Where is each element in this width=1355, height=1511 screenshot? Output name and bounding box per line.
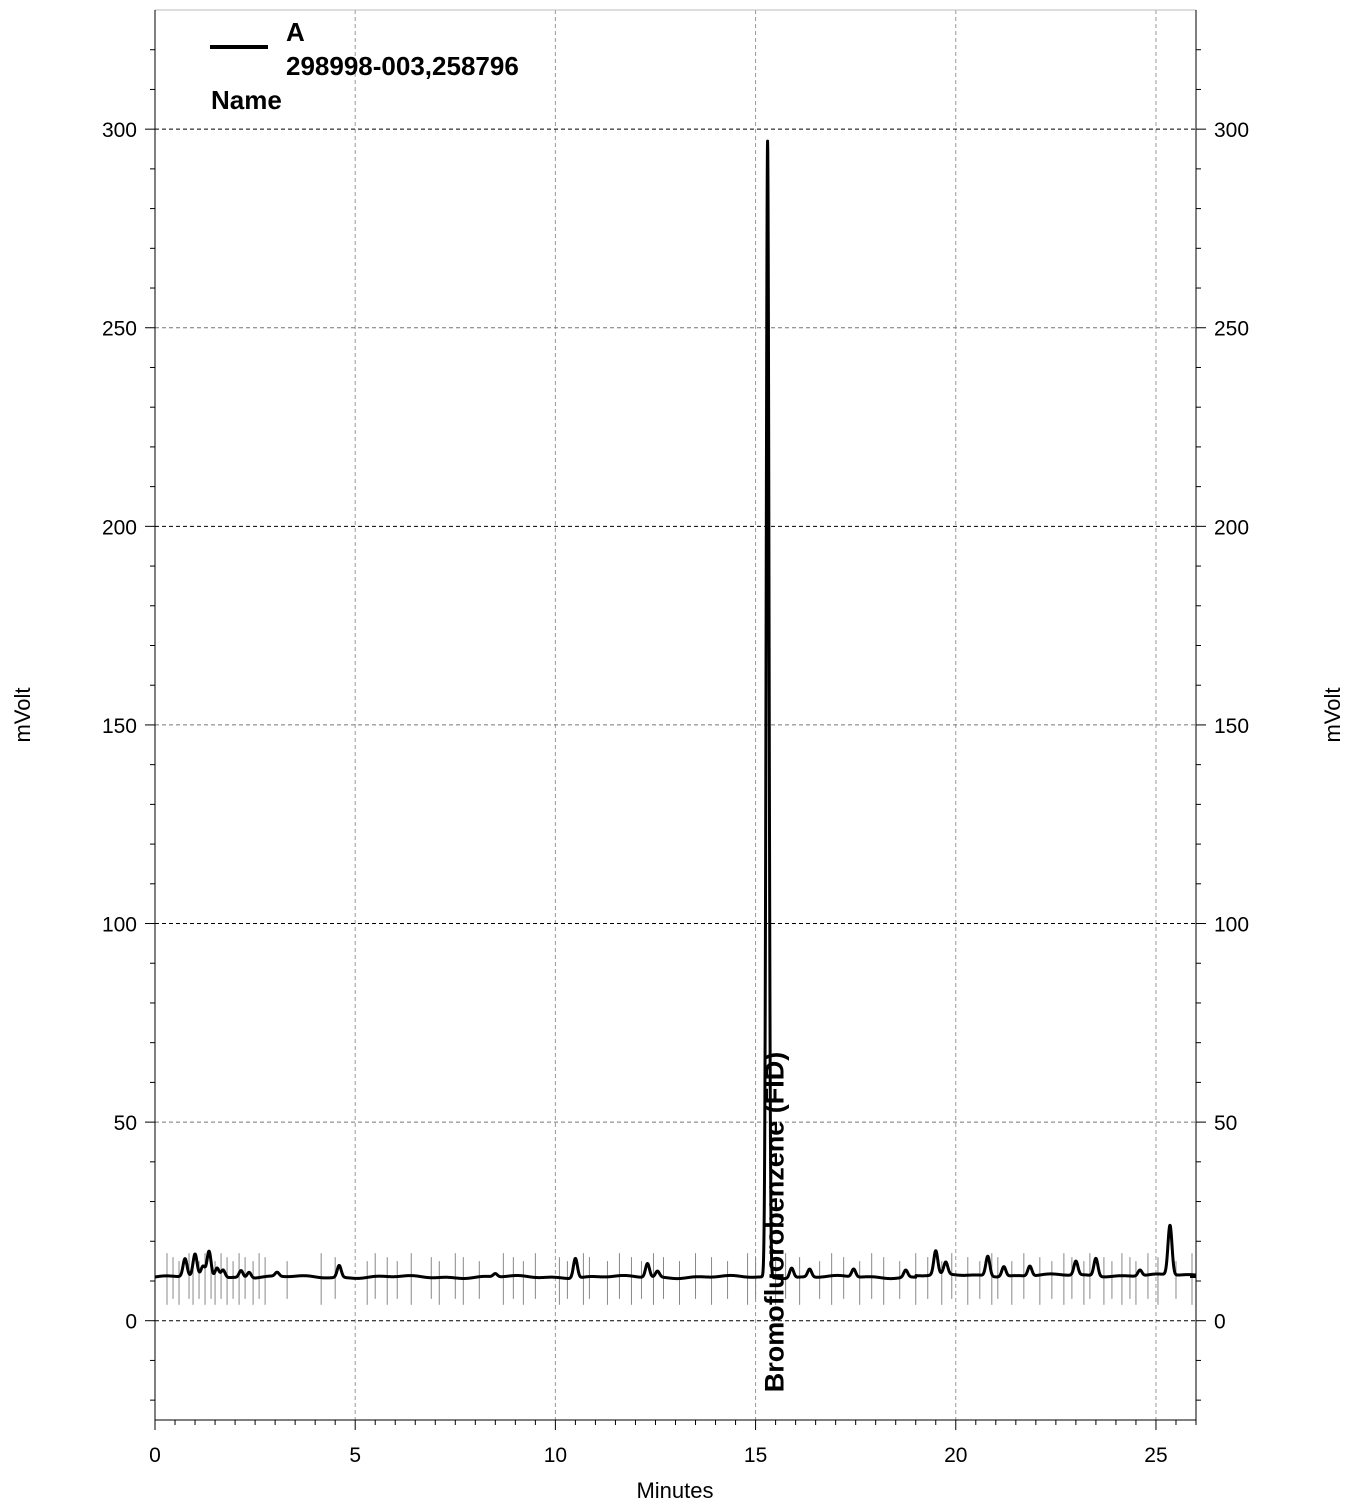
- y-tick-label-left: 50: [114, 1112, 137, 1135]
- signal-trace: [153, 139, 1198, 1281]
- x-tick-label: 0: [149, 1444, 161, 1467]
- x-axis-title: Minutes: [636, 1478, 713, 1503]
- y-tick-label-right: 250: [1214, 318, 1249, 341]
- x-axis: 0 5 10 15 20 25: [149, 1420, 1197, 1467]
- y-tick-label-left: 150: [102, 715, 137, 738]
- legend-entry-sublabel: 298998-003,258796: [286, 51, 519, 81]
- y-tick-label-left: 0: [125, 1311, 137, 1334]
- grid-lines: [155, 10, 1196, 1420]
- y-tick-label-right: 100: [1214, 914, 1249, 937]
- y-tick-label-right: 0: [1214, 1311, 1226, 1334]
- y-tick-label-left: 300: [102, 119, 137, 142]
- x-tick-label: 5: [349, 1444, 361, 1467]
- y-axis-left: 0 50 100 150 200 250 300: [102, 49, 155, 1401]
- x-tick-label: 25: [1144, 1444, 1167, 1467]
- legend: A 298998-003,258796 Name: [210, 17, 519, 115]
- x-tick-label: 10: [544, 1444, 567, 1467]
- peak-annotation: Bromofluorobenzene (FID): [760, 1052, 790, 1392]
- integration-event-markers: [166, 1253, 1193, 1305]
- y-axis-title-right: mVolt: [1320, 687, 1345, 742]
- y-tick-label-left: 200: [102, 516, 137, 539]
- y-tick-label-right: 300: [1214, 119, 1249, 142]
- y-tick-label-right: 200: [1214, 516, 1249, 539]
- y-axis-title-left: mVolt: [10, 687, 35, 742]
- legend-entry-label: A: [286, 17, 305, 47]
- y-tick-label-right: 50: [1214, 1112, 1237, 1135]
- legend-header: Name: [211, 85, 282, 115]
- x-tick-label: 15: [744, 1444, 767, 1467]
- y-axis-right: 0 50 100 150 200 250 300: [1196, 49, 1249, 1401]
- plot-frame: [154, 9, 1197, 1421]
- y-tick-label-left: 250: [102, 318, 137, 341]
- chromatogram-line: [153, 139, 1198, 1281]
- x-tick-label: 20: [944, 1444, 967, 1467]
- y-tick-label-right: 150: [1214, 715, 1249, 738]
- y-tick-label-left: 100: [102, 914, 137, 937]
